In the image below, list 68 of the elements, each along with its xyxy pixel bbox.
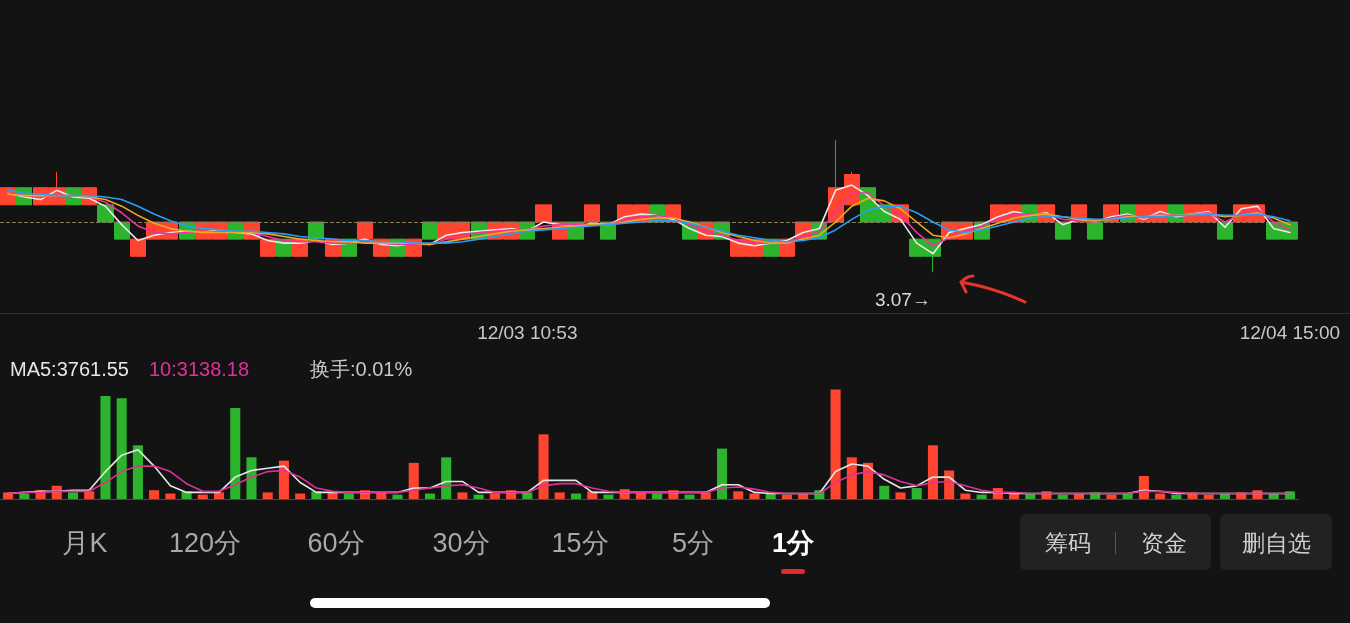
bar (214, 492, 225, 499)
text: MA5:3761.55 (10, 358, 129, 380)
bar (960, 493, 971, 499)
text: 月K (61, 527, 109, 560)
bar (1171, 494, 1182, 499)
x-tick-label: 12/03 10:53 (477, 322, 578, 343)
bar (652, 493, 663, 499)
text: 15分 (550, 527, 610, 560)
candlestick (1055, 221, 1071, 240)
candlestick (1087, 221, 1103, 240)
bar (522, 492, 533, 499)
bar (911, 488, 922, 499)
bar (19, 493, 30, 499)
bar (538, 434, 549, 499)
bar (830, 389, 841, 499)
bar (570, 493, 582, 499)
bar (424, 493, 435, 499)
bar (1203, 494, 1214, 499)
candlestick (422, 221, 438, 240)
bar (489, 493, 500, 499)
text: 筹码 (1044, 529, 1092, 558)
bar (603, 494, 614, 499)
bar (1155, 493, 1166, 499)
bar (1106, 494, 1117, 499)
text: 5分 (671, 527, 715, 560)
bar (230, 408, 241, 499)
bar (100, 395, 111, 499)
bar (278, 460, 289, 499)
bar (149, 490, 160, 499)
bar (392, 494, 403, 499)
bar (716, 448, 728, 499)
text: 删自选 (1240, 529, 1312, 558)
bar (67, 492, 79, 499)
bar (684, 494, 695, 499)
x-tick-label: 12/04 15:00 (1239, 322, 1341, 343)
bar (879, 485, 890, 499)
bar (554, 492, 565, 499)
bar (295, 493, 306, 499)
bar (781, 494, 792, 499)
bar (927, 445, 938, 499)
bar (246, 457, 257, 499)
text: 1分 (771, 527, 815, 560)
text: 120分 (167, 527, 243, 560)
bar (197, 494, 208, 499)
bar (441, 457, 452, 499)
bar (343, 493, 354, 499)
text: 3.07→ (874, 289, 931, 311)
bar (473, 494, 484, 499)
text: 换手:0.01% (310, 358, 413, 380)
bar (165, 493, 176, 499)
candlestick (584, 204, 600, 223)
bar (116, 398, 127, 499)
bar (1057, 494, 1068, 499)
bar (457, 492, 468, 499)
bar (749, 493, 760, 499)
text: 60分 (306, 527, 366, 560)
bar (262, 492, 273, 499)
text: 10:3138.18 (149, 358, 250, 380)
bar (132, 445, 143, 499)
bar (976, 494, 987, 499)
bar (1284, 491, 1295, 499)
bar (895, 492, 906, 499)
bar (846, 457, 857, 499)
text: 30分 (431, 527, 491, 560)
bar (408, 462, 419, 499)
bar (733, 491, 744, 499)
text: 资金 (1140, 529, 1188, 558)
bar (84, 491, 95, 499)
